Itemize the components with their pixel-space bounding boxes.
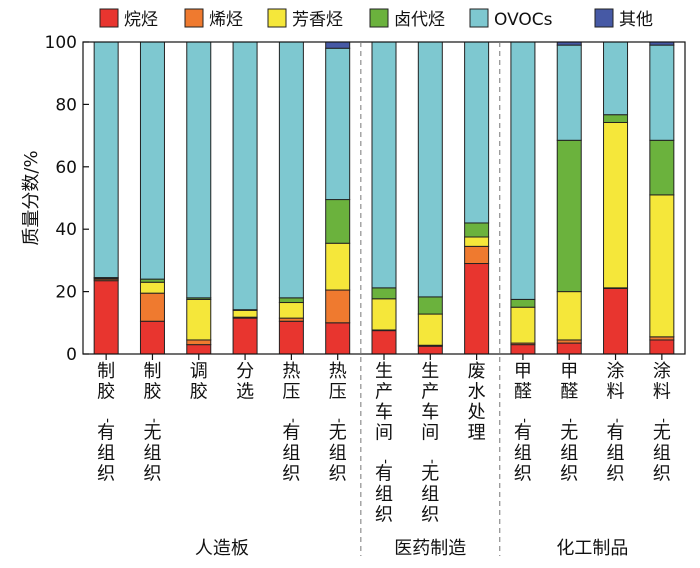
bars bbox=[93, 41, 675, 355]
bar-segment bbox=[232, 41, 258, 311]
bar-segment bbox=[649, 44, 675, 141]
bar-segment bbox=[278, 302, 304, 319]
bar-segment bbox=[325, 199, 351, 244]
bar-segment bbox=[556, 44, 582, 141]
bar-segment bbox=[278, 297, 304, 304]
legend-swatch bbox=[369, 8, 389, 28]
bar-segment bbox=[325, 322, 351, 355]
bar-segment bbox=[325, 289, 351, 324]
category-label: 涂料-有组织 bbox=[607, 361, 625, 485]
legend: 烷烃 烯烃 芳香烃 卤代烃 OVOCs 其他 bbox=[99, 8, 653, 30]
bar-segment bbox=[232, 309, 258, 318]
category-label: 分选 bbox=[236, 361, 254, 403]
bar-segment bbox=[510, 298, 536, 308]
legend-label: 烷烃 bbox=[124, 10, 158, 30]
y-tick-label: 0 bbox=[66, 345, 77, 365]
bar-segment bbox=[278, 320, 304, 355]
bar-segment bbox=[139, 41, 165, 280]
bar-segment bbox=[325, 47, 351, 201]
bar-segment bbox=[371, 330, 397, 355]
bar-segment bbox=[93, 41, 119, 279]
y-axis-label: 质量分数/% bbox=[21, 150, 42, 245]
bar-segment bbox=[510, 41, 536, 300]
category-label: 废水处理 bbox=[468, 361, 486, 444]
bar-segment bbox=[93, 280, 119, 355]
legend-swatch bbox=[99, 8, 119, 28]
bar-segment bbox=[186, 298, 212, 341]
group-label: 医药制造 bbox=[394, 538, 466, 559]
y-tick-label: 80 bbox=[55, 95, 77, 115]
bar-segment bbox=[371, 298, 397, 331]
bar-segment bbox=[649, 139, 675, 196]
bar-segment bbox=[139, 292, 165, 322]
group-labels: 人造板 医药制造 化工制品 bbox=[195, 538, 628, 559]
group-separators bbox=[360, 42, 501, 556]
y-tick-label: 40 bbox=[55, 220, 77, 240]
legend-swatch bbox=[267, 8, 287, 28]
bar-segment bbox=[464, 222, 490, 238]
bar-segment bbox=[325, 242, 351, 291]
legend-label: 烯烃 bbox=[209, 10, 243, 30]
group-label: 人造板 bbox=[195, 538, 249, 559]
bar-segment bbox=[186, 41, 212, 299]
legend-swatch bbox=[469, 8, 489, 28]
legend-swatch bbox=[184, 8, 204, 28]
bar-segment bbox=[510, 306, 536, 344]
bar-segment bbox=[603, 114, 629, 123]
category-label: 制胶-有组织 bbox=[97, 361, 115, 485]
bar-segment bbox=[510, 344, 536, 355]
bar-segment bbox=[464, 245, 490, 265]
bar-segment bbox=[417, 313, 443, 346]
group-label: 化工制品 bbox=[556, 538, 628, 559]
y-tick-label: 60 bbox=[55, 158, 77, 178]
bar-segment bbox=[556, 291, 582, 341]
category-label: 涂料-无组织 bbox=[653, 361, 671, 485]
bar-segment bbox=[417, 345, 443, 355]
category-label: 生产车间-有组织 bbox=[375, 361, 393, 526]
y-tick-label: 20 bbox=[55, 283, 77, 303]
category-label: 热压-有组织 bbox=[282, 361, 300, 485]
y-axis-ticks: 0 20 40 60 80 100 bbox=[45, 33, 663, 365]
bar-segment bbox=[186, 344, 212, 355]
bar-segment bbox=[417, 296, 443, 315]
bar-segment bbox=[371, 287, 397, 300]
bar-segment bbox=[325, 41, 351, 49]
bar-segment bbox=[139, 320, 165, 355]
legend-label: 卤代烃 bbox=[394, 10, 445, 30]
bar-segment bbox=[464, 263, 490, 355]
legend-label: 其他 bbox=[619, 10, 653, 30]
bar-segment bbox=[649, 194, 675, 338]
bar-segment bbox=[371, 41, 397, 289]
category-label: 甲醛-有组织 bbox=[514, 361, 532, 485]
bar-segment bbox=[603, 287, 629, 355]
bar-segment bbox=[232, 317, 258, 355]
bar-segment bbox=[278, 41, 304, 299]
legend-swatch bbox=[594, 8, 614, 28]
bar-segment bbox=[464, 236, 490, 247]
bar-segment bbox=[603, 41, 629, 116]
category-label: 生产车间-无组织 bbox=[421, 361, 439, 526]
bar-segment bbox=[139, 281, 165, 294]
category-label: 制胶-无组织 bbox=[143, 361, 161, 485]
bar-segment bbox=[417, 41, 443, 298]
category-label: 热压-无组织 bbox=[329, 361, 347, 485]
bar-segment bbox=[603, 121, 629, 289]
legend-label: 芳香烃 bbox=[292, 10, 343, 30]
bar-segment bbox=[649, 339, 675, 355]
bar-segment bbox=[186, 339, 212, 346]
legend-label: OVOCs bbox=[494, 10, 553, 30]
bar-segment bbox=[556, 342, 582, 355]
category-label: 调胶 bbox=[190, 361, 208, 403]
bar-segment bbox=[464, 41, 490, 224]
bar-segment bbox=[556, 139, 582, 293]
y-tick-label: 100 bbox=[45, 33, 77, 53]
category-label: 甲醛-无组织 bbox=[560, 361, 578, 485]
